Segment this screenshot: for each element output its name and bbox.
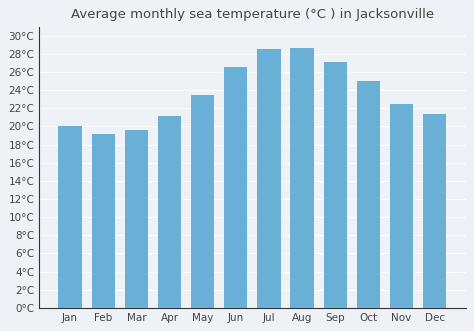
Bar <box>291 48 314 308</box>
Bar <box>191 95 214 308</box>
Bar <box>257 49 281 308</box>
Bar <box>224 68 247 308</box>
Bar <box>390 104 413 308</box>
Bar <box>58 126 82 308</box>
Bar <box>125 130 148 308</box>
Bar <box>324 62 347 308</box>
Title: Average monthly sea temperature (°C ) in Jacksonville: Average monthly sea temperature (°C ) in… <box>71 8 434 21</box>
Bar <box>423 114 447 308</box>
Bar <box>158 117 181 308</box>
Bar <box>357 81 380 308</box>
Bar <box>91 134 115 308</box>
